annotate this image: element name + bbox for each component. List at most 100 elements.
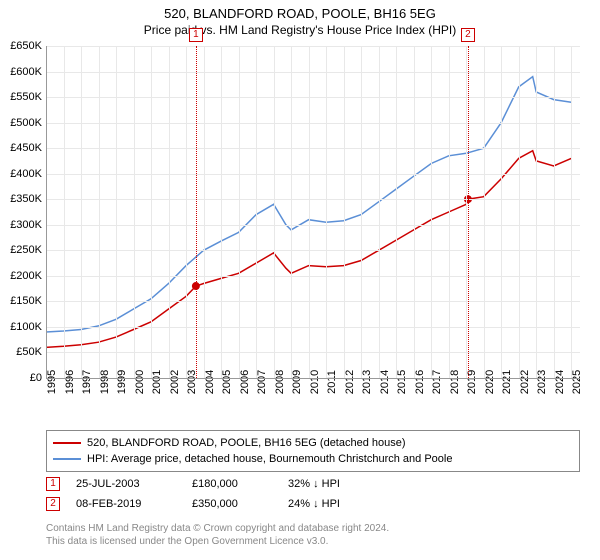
gridline-v bbox=[379, 46, 380, 378]
x-tick-label: 2006 bbox=[239, 370, 251, 394]
x-tick-label: 2000 bbox=[134, 370, 146, 394]
legend-swatch bbox=[53, 442, 81, 444]
chart-plot-area: £0£50K£100K£150K£200K£250K£300K£350K£400… bbox=[46, 46, 580, 378]
x-tick-label: 1995 bbox=[46, 370, 58, 394]
x-tick-label: 2008 bbox=[274, 370, 286, 394]
gridline-v bbox=[536, 46, 537, 378]
gridline-v bbox=[414, 46, 415, 378]
gridline-v bbox=[484, 46, 485, 378]
sale-marker-box: 2 bbox=[461, 28, 475, 42]
gridline-v bbox=[519, 46, 520, 378]
gridline-v bbox=[274, 46, 275, 378]
y-tick-label: £350K bbox=[10, 193, 42, 205]
sale-row-delta: 24% ↓ HPI bbox=[288, 498, 388, 510]
legend-swatch bbox=[53, 458, 81, 460]
gridline-v bbox=[326, 46, 327, 378]
legend-box: 520, BLANDFORD ROAD, POOLE, BH16 5EG (de… bbox=[46, 430, 580, 472]
x-tick-label: 2022 bbox=[519, 370, 531, 394]
gridline-v bbox=[204, 46, 205, 378]
y-tick-label: £150K bbox=[10, 295, 42, 307]
sale-row-price: £180,000 bbox=[192, 478, 272, 490]
y-tick-label: £0 bbox=[30, 372, 42, 384]
sale-row-marker: 2 bbox=[46, 497, 60, 511]
y-axis bbox=[46, 46, 47, 378]
gridline-v bbox=[221, 46, 222, 378]
gridline-v bbox=[169, 46, 170, 378]
footer-line-2: This data is licensed under the Open Gov… bbox=[46, 535, 580, 548]
y-tick-label: £200K bbox=[10, 270, 42, 282]
chart-subtitle: Price paid vs. HM Land Registry's House … bbox=[0, 21, 600, 41]
gridline-v bbox=[186, 46, 187, 378]
y-tick-label: £600K bbox=[10, 66, 42, 78]
y-tick-label: £500K bbox=[10, 117, 42, 129]
y-tick-label: £100K bbox=[10, 321, 42, 333]
gridline-h bbox=[46, 301, 580, 302]
sale-row-delta: 32% ↓ HPI bbox=[288, 478, 388, 490]
gridline-v bbox=[116, 46, 117, 378]
x-tick-label: 2007 bbox=[256, 370, 268, 394]
x-tick-label: 2011 bbox=[326, 370, 338, 394]
gridline-v bbox=[256, 46, 257, 378]
gridline-h bbox=[46, 327, 580, 328]
x-tick-label: 2018 bbox=[449, 370, 461, 394]
x-tick-label: 2016 bbox=[414, 370, 426, 394]
sale-row-price: £350,000 bbox=[192, 498, 272, 510]
x-tick-label: 2010 bbox=[309, 370, 321, 394]
gridline-h bbox=[46, 225, 580, 226]
gridline-h bbox=[46, 352, 580, 353]
sale-row: 1 25-JUL-2003 £180,000 32% ↓ HPI bbox=[46, 474, 580, 494]
sale-vline bbox=[468, 46, 469, 378]
gridline-h bbox=[46, 97, 580, 98]
legend-row: 520, BLANDFORD ROAD, POOLE, BH16 5EG (de… bbox=[53, 435, 573, 451]
x-tick-label: 1998 bbox=[99, 370, 111, 394]
x-tick-label: 1996 bbox=[64, 370, 76, 394]
gridline-v bbox=[291, 46, 292, 378]
gridline-v bbox=[239, 46, 240, 378]
sale-row: 2 08-FEB-2019 £350,000 24% ↓ HPI bbox=[46, 494, 580, 514]
y-tick-label: £50K bbox=[16, 346, 42, 358]
y-tick-label: £650K bbox=[10, 40, 42, 52]
x-tick-label: 2005 bbox=[221, 370, 233, 394]
legend-label: HPI: Average price, detached house, Bour… bbox=[87, 453, 452, 465]
gridline-v bbox=[431, 46, 432, 378]
legend-label: 520, BLANDFORD ROAD, POOLE, BH16 5EG (de… bbox=[87, 437, 406, 449]
gridline-v bbox=[134, 46, 135, 378]
x-tick-label: 2012 bbox=[344, 370, 356, 394]
x-tick-label: 2001 bbox=[151, 370, 163, 394]
gridline-v bbox=[396, 46, 397, 378]
x-tick-label: 2020 bbox=[484, 370, 496, 394]
sale-row-date: 08-FEB-2019 bbox=[76, 498, 176, 510]
gridline-v bbox=[99, 46, 100, 378]
gridline-v bbox=[501, 46, 502, 378]
sale-row-marker: 1 bbox=[46, 477, 60, 491]
x-axis bbox=[46, 378, 580, 379]
x-tick-label: 2013 bbox=[361, 370, 373, 394]
chart-svg bbox=[46, 46, 580, 378]
x-tick-label: 2021 bbox=[501, 370, 513, 394]
x-tick-label: 1997 bbox=[81, 370, 93, 394]
gridline-h bbox=[46, 174, 580, 175]
chart-title: 520, BLANDFORD ROAD, POOLE, BH16 5EG bbox=[0, 0, 600, 21]
gridline-v bbox=[344, 46, 345, 378]
sales-table: 1 25-JUL-2003 £180,000 32% ↓ HPI 2 08-FEB-201… bbox=[46, 474, 580, 514]
footer-line-1: Contains HM Land Registry data © Crown c… bbox=[46, 522, 580, 535]
x-tick-label: 2014 bbox=[379, 370, 391, 394]
gridline-v bbox=[151, 46, 152, 378]
gridline-h bbox=[46, 250, 580, 251]
y-tick-label: £550K bbox=[10, 91, 42, 103]
gridline-v bbox=[554, 46, 555, 378]
sale-vline bbox=[196, 46, 197, 378]
footer-attribution: Contains HM Land Registry data © Crown c… bbox=[46, 522, 580, 548]
x-tick-label: 2015 bbox=[396, 370, 408, 394]
gridline-v bbox=[361, 46, 362, 378]
y-tick-label: £450K bbox=[10, 142, 42, 154]
x-tick-label: 2009 bbox=[291, 370, 303, 394]
x-tick-label: 2017 bbox=[431, 370, 443, 394]
gridline-v bbox=[571, 46, 572, 378]
x-tick-label: 2024 bbox=[554, 370, 566, 394]
gridline-v bbox=[64, 46, 65, 378]
gridline-h bbox=[46, 46, 580, 47]
x-tick-label: 2023 bbox=[536, 370, 548, 394]
sale-row-date: 25-JUL-2003 bbox=[76, 478, 176, 490]
gridline-v bbox=[309, 46, 310, 378]
